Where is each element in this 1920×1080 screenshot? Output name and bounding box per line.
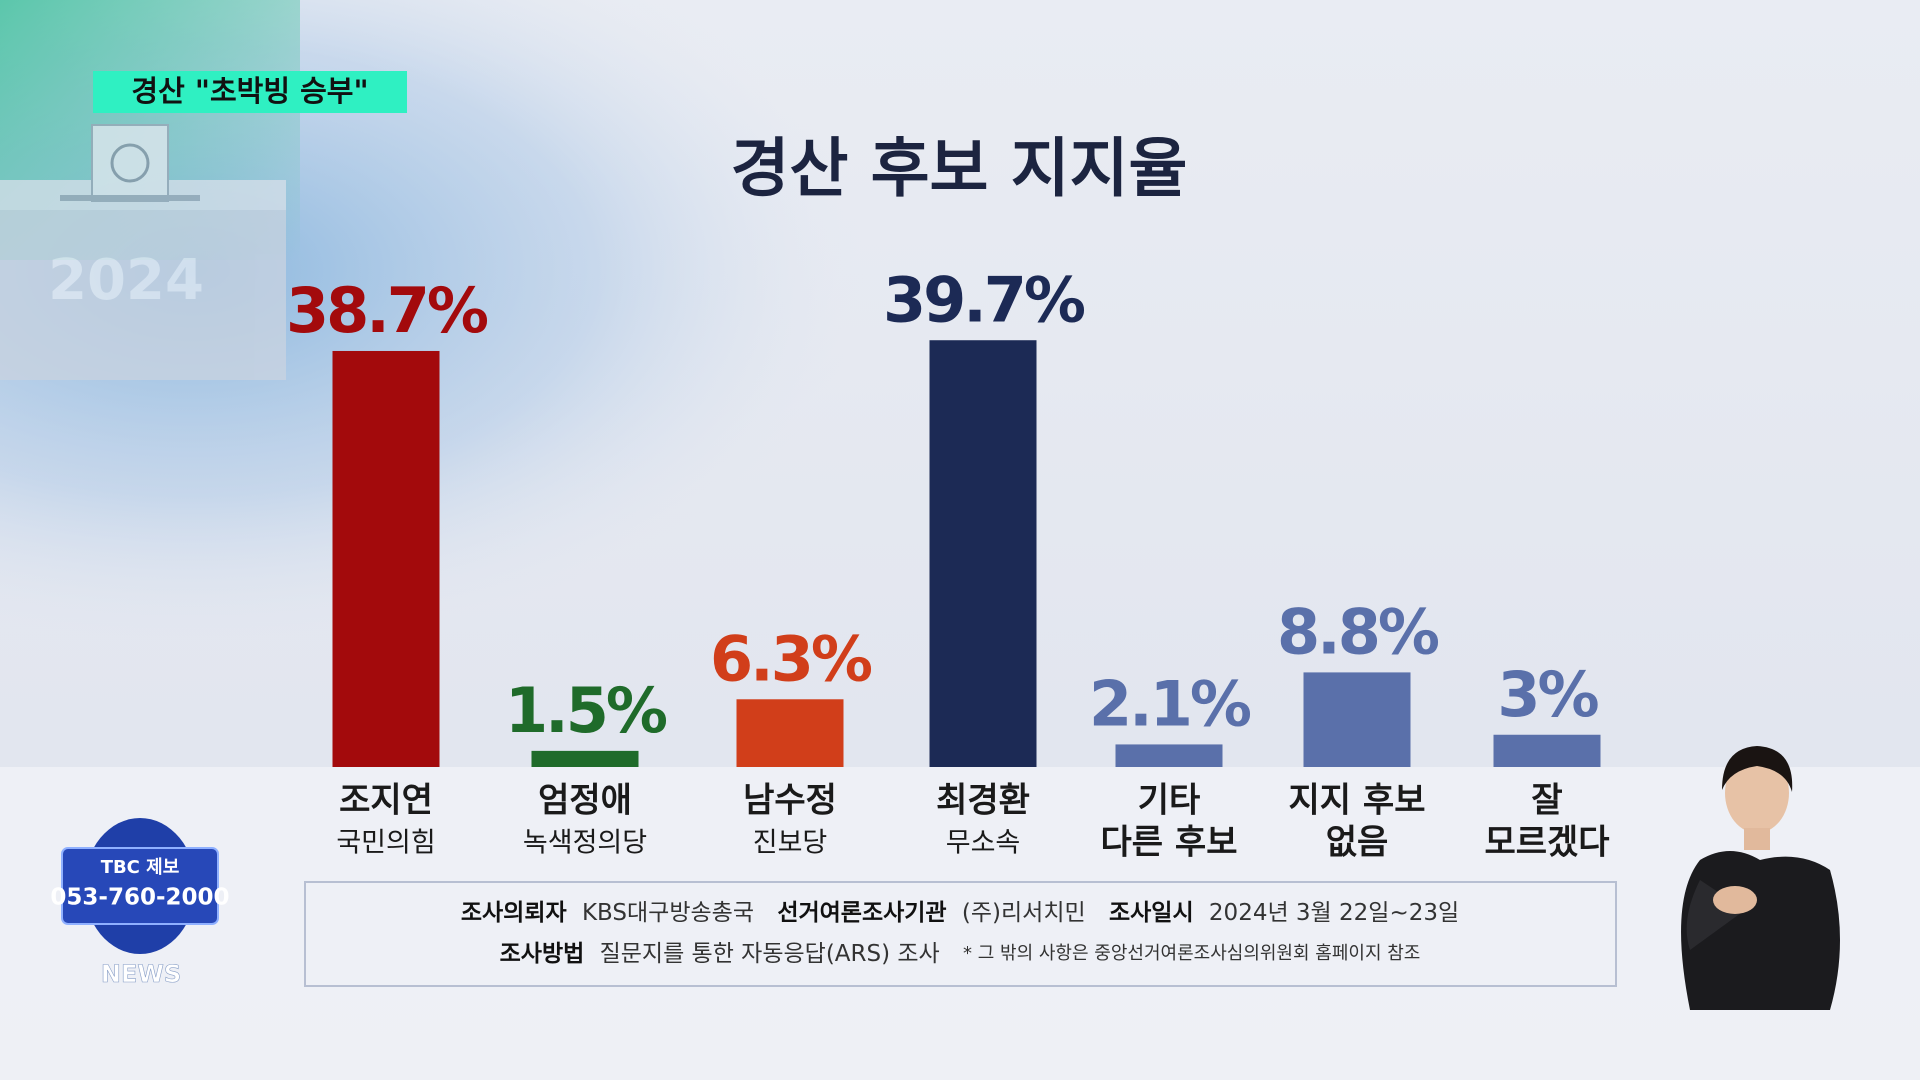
header-tag: 경산 "초박빙 승부"	[131, 74, 368, 108]
value-label: 3%	[1497, 658, 1598, 731]
note-line: 조사의뢰자 KBS대구방송총국 선거여론조사기관 (주)리서치민 조사일시 20…	[461, 900, 1459, 926]
bar	[1493, 734, 1601, 767]
tip-brand: TBC 제보	[101, 857, 180, 878]
category-label: 기타	[1138, 781, 1201, 821]
bar	[929, 340, 1037, 767]
category-label: 엄정애	[538, 781, 632, 821]
tip-logo: TBC 제보 053-760-2000 NEWS	[50, 818, 230, 988]
note-text: 2024년 3월 22일~23일	[1209, 900, 1459, 926]
note-text: KBS대구방송총국	[582, 900, 754, 926]
chart-title: 경산 후보 지지율	[731, 133, 1188, 207]
value-label: 6.3%	[710, 622, 872, 695]
value-label: 1.5%	[505, 674, 667, 747]
channel-name: NEWS	[101, 960, 181, 988]
note-label: 조사방법	[500, 941, 585, 967]
note-text: 질문지를 통한 자동응답(ARS) 조사	[600, 941, 940, 967]
note-remark: * 그 밖의 사항은 중앙선거여론조사심의위원회 홈페이지 참조	[963, 943, 1420, 964]
category-sublabel: 없음	[1326, 823, 1389, 863]
bar	[1115, 744, 1223, 767]
note-label: 조사의뢰자	[461, 900, 567, 926]
bar	[531, 750, 639, 767]
note-line: 조사방법 질문지를 통한 자동응답(ARS) 조사 * 그 밖의 사항은 중앙선…	[500, 941, 1421, 967]
value-label: 38.7%	[286, 274, 488, 347]
category-label: 조지연	[339, 781, 433, 821]
value-label: 39.7%	[883, 263, 1085, 336]
category-label: 잘	[1531, 781, 1562, 821]
ballot-year: 2024	[48, 248, 204, 313]
category-sublabel: 진보당	[753, 828, 828, 859]
note-label: 조사일시	[1109, 900, 1194, 926]
category-sublabel: 녹색정의당	[523, 828, 647, 859]
bar	[332, 350, 440, 767]
category-label: 지지 후보	[1289, 781, 1426, 821]
ballot-box: 2024	[0, 124, 286, 380]
note-text: (주)리서치민	[962, 900, 1086, 926]
note-label: 선거여론조사기관	[777, 900, 946, 926]
category-label: 남수정	[743, 781, 837, 821]
tip-phone: 053-760-2000	[50, 885, 229, 911]
header-tag-box	[93, 71, 407, 113]
note-box	[304, 881, 1617, 987]
value-label: 2.1%	[1089, 668, 1251, 741]
category-sublabel: 무소속	[946, 828, 1021, 859]
label-band	[0, 767, 1920, 1080]
interpreter	[1681, 746, 1840, 1010]
value-label: 8.8%	[1277, 595, 1439, 668]
category-sublabel: 다른 후보	[1101, 823, 1238, 863]
category-sublabel: 국민의힘	[336, 828, 435, 859]
category-sublabel: 모르겠다	[1484, 823, 1609, 863]
bar	[1303, 672, 1411, 767]
category-label: 최경환	[936, 781, 1030, 821]
bar	[736, 699, 844, 767]
